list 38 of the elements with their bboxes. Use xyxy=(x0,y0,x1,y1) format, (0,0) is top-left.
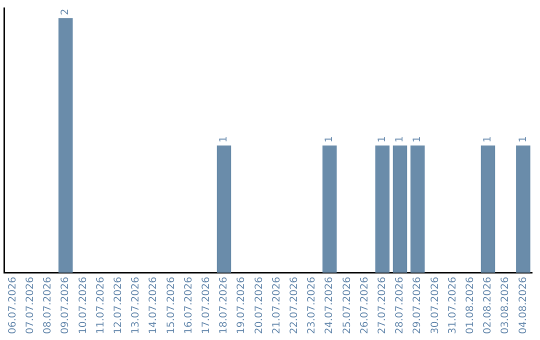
data-label: 2 xyxy=(60,8,72,16)
x-tick-label: 13.07.2026 xyxy=(130,276,142,334)
data-label: 1 xyxy=(324,136,336,142)
x-tick-label: 15.07.2026 xyxy=(166,276,177,334)
x-tick-label: 14.07.2026 xyxy=(148,276,160,334)
x-tick-label: 20.07.2026 xyxy=(254,276,265,334)
x-tick-label: 03.08.2026 xyxy=(500,276,512,334)
x-tick-label: 11.07.2026 xyxy=(95,276,106,334)
x-tick-label: 24.07.2026 xyxy=(324,276,336,334)
x-tick-label: 18.07.2026 xyxy=(218,276,230,334)
data-label: 1 xyxy=(412,136,424,142)
x-tick-label: 04.08.2026 xyxy=(518,276,529,334)
x-tick-label: 28.07.2026 xyxy=(394,276,406,334)
x-tick-label: 06.07.2026 xyxy=(7,276,18,334)
x-tick-label: 16.07.2026 xyxy=(183,276,194,334)
x-tick-label: 31.07.2026 xyxy=(447,276,458,334)
x-tick-label: 09.07.2026 xyxy=(60,276,72,334)
x-tick-label: 19.07.2026 xyxy=(236,276,248,334)
x-tick-label: 08.07.2026 xyxy=(42,276,54,334)
x-tick-label: 10.07.2026 xyxy=(78,276,89,334)
x-tick-label: 26.07.2026 xyxy=(359,276,370,334)
x-tick-label: 12.07.2026 xyxy=(112,276,124,334)
data-label: 1 xyxy=(482,136,494,142)
x-tick-label: 23.07.2026 xyxy=(306,276,318,334)
x-tick-label: 17.07.2026 xyxy=(200,276,212,334)
data-label: 1 xyxy=(218,136,230,142)
x-tick-label: 27.07.2026 xyxy=(376,276,388,334)
x-tick-label: 30.07.2026 xyxy=(430,276,441,334)
data-label: 1 xyxy=(376,136,388,142)
x-tick-label: 29.07.2026 xyxy=(412,276,424,334)
x-tick-label: 01.08.2026 xyxy=(464,276,476,334)
data-label: 1 xyxy=(394,136,406,142)
x-tick-label: 25.07.2026 xyxy=(342,276,353,334)
x-tick-label: 07.07.2026 xyxy=(24,276,36,334)
x-tick-label: 02.08.2026 xyxy=(482,276,494,334)
x-tick-label: 21.07.2026 xyxy=(271,276,282,334)
data-label: 1 xyxy=(518,136,529,142)
x-tick-label: 22.07.2026 xyxy=(288,276,300,334)
